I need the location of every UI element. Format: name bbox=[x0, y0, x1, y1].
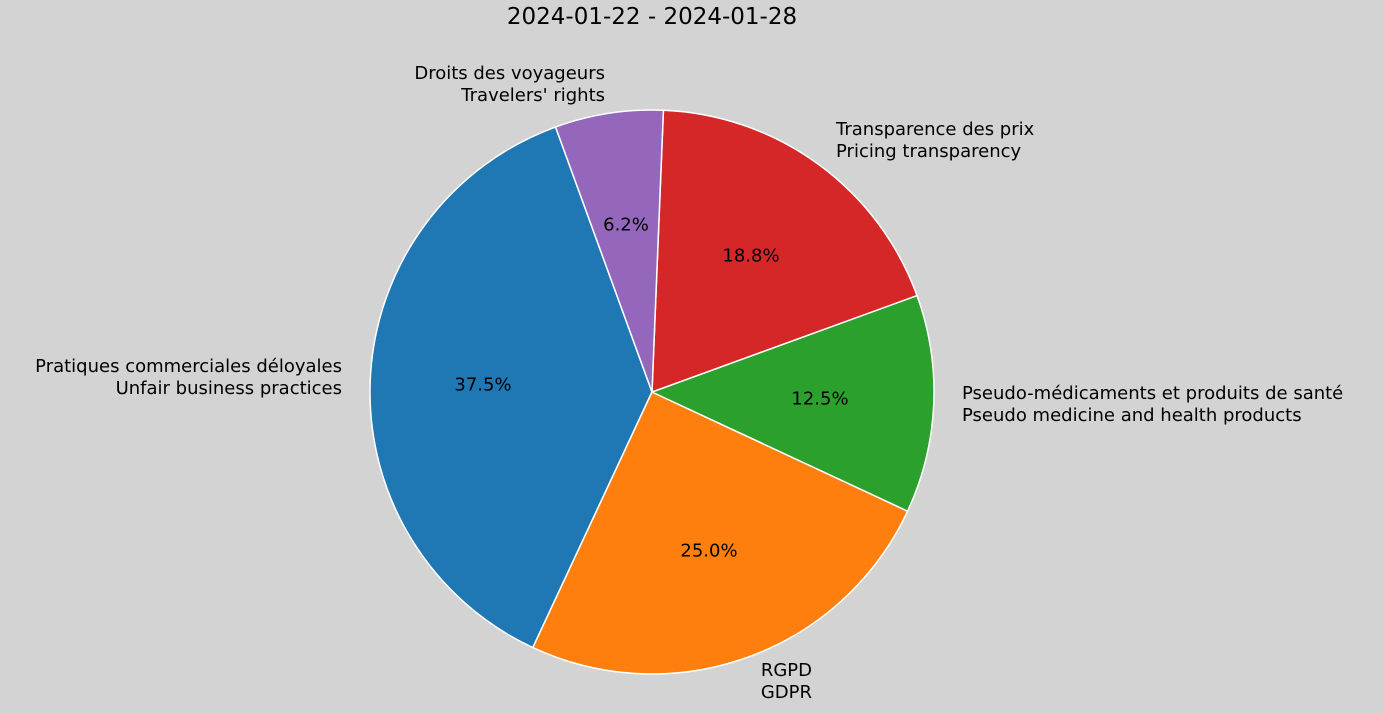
label-en: Travelers' rights bbox=[461, 85, 605, 106]
pie-slice bbox=[651, 294, 935, 512]
pct-label-unfair-business: 37.5% bbox=[454, 374, 512, 396]
slice-label-unfair-business: Pratiques commerciales déloyales Unfair … bbox=[35, 356, 342, 400]
chart-title: 2024-01-22 - 2024-01-28 bbox=[506, 4, 798, 30]
pct-label-pricing-transparency: 18.8% bbox=[722, 245, 780, 267]
label-en: Unfair business practices bbox=[115, 378, 342, 399]
slice-label-travelers-rights: Droits des voyageurs Travelers' rights bbox=[414, 63, 605, 107]
label-fr: Droits des voyageurs bbox=[414, 63, 605, 84]
label-en: GDPR bbox=[760, 682, 812, 703]
label-fr: RGPD bbox=[760, 660, 812, 681]
pct-label-gdpr: 25.0% bbox=[680, 540, 738, 562]
slice-label-pricing-transparency: Transparence des prix Pricing transparen… bbox=[836, 119, 1034, 163]
pct-label-pseudo-medicine: 12.5% bbox=[791, 388, 849, 410]
label-fr: Pratiques commerciales déloyales bbox=[35, 356, 342, 377]
slice-label-pseudo-medicine: Pseudo-médicaments et produits de santé … bbox=[962, 383, 1343, 427]
label-fr: Pseudo-médicaments et produits de santé bbox=[962, 383, 1344, 404]
label-en: Pseudo medicine and health products bbox=[962, 405, 1302, 426]
pie-slice bbox=[532, 391, 909, 675]
pie-slice bbox=[369, 126, 653, 649]
slice-label-gdpr: RGPD GDPR bbox=[761, 660, 812, 704]
pie-slice bbox=[554, 109, 665, 393]
label-fr: Transparence des prix bbox=[836, 119, 1035, 140]
label-en: Pricing transparency bbox=[836, 141, 1022, 162]
pct-label-travelers-rights: 6.2% bbox=[603, 214, 649, 236]
pie-slice bbox=[651, 109, 918, 393]
